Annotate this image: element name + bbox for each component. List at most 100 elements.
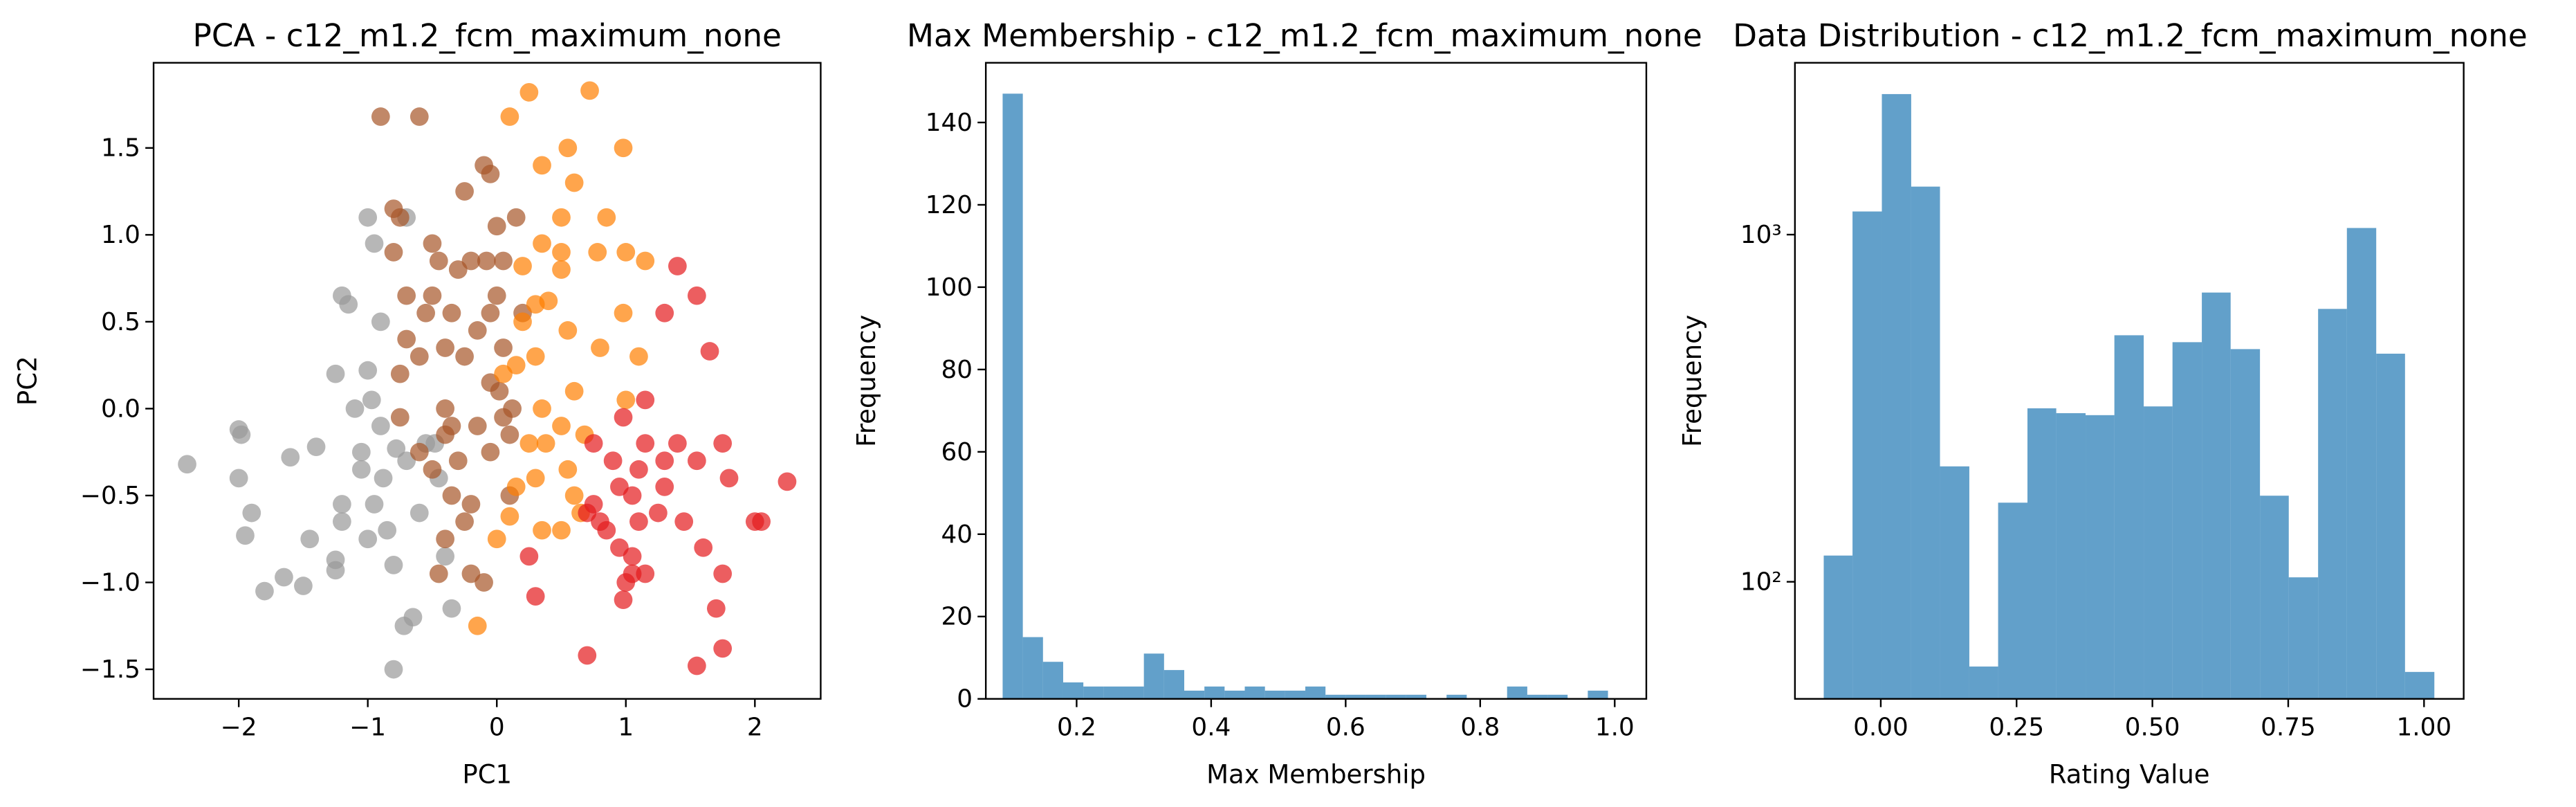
- y-tick-label: −1.5: [80, 655, 140, 684]
- chart-title: Max Membership - c12_m1.2_fcm_maximum_no…: [907, 17, 1702, 54]
- point: [694, 538, 713, 557]
- y-axis-label: Frequency: [1677, 315, 1707, 447]
- point: [442, 599, 461, 618]
- point: [423, 234, 442, 253]
- point: [629, 460, 648, 479]
- bar: [2027, 408, 2057, 699]
- bar: [1823, 555, 1853, 699]
- point: [519, 83, 539, 102]
- point: [687, 286, 706, 305]
- y-tick-label: −1.0: [80, 568, 140, 597]
- point: [351, 460, 371, 479]
- point: [629, 512, 648, 532]
- point: [700, 342, 719, 361]
- point: [506, 208, 526, 227]
- bar: [2318, 309, 2347, 699]
- bar: [1882, 93, 1911, 699]
- bar: [2404, 671, 2435, 699]
- bar: [1911, 186, 1940, 699]
- subplot: −2 −1 0 1 2 −1.5 −1.0 −0.5 0.0 0.5 1.0 1.5 PCA - c12…: [13, 17, 822, 790]
- point: [597, 208, 616, 227]
- point: [552, 520, 571, 540]
- bar: [1244, 686, 1265, 699]
- x-tick-label: 0.50: [2125, 713, 2180, 741]
- point: [300, 529, 320, 549]
- point: [423, 460, 442, 479]
- y-tick-label: 140: [926, 109, 973, 137]
- point: [580, 81, 599, 100]
- point: [655, 478, 674, 496]
- point: [623, 486, 642, 505]
- point: [461, 495, 481, 514]
- x-tick-label: −2: [221, 713, 257, 741]
- point: [687, 656, 706, 675]
- bar: [1588, 690, 1608, 699]
- point: [487, 286, 506, 305]
- subplot: 0.2 0.4 0.6 0.8 1.0 0 20 40 60 80 100 120 140 Max Mem…: [852, 17, 1702, 790]
- point: [636, 390, 655, 410]
- point: [591, 338, 609, 357]
- point: [468, 616, 487, 635]
- point: [481, 303, 500, 323]
- point: [552, 260, 571, 279]
- point: [578, 646, 597, 665]
- y-tick-label: 0.5: [101, 308, 140, 336]
- x-tick-label: 0: [489, 713, 505, 741]
- point: [623, 547, 642, 566]
- bar: [1940, 466, 1969, 699]
- point: [384, 660, 403, 679]
- point: [365, 234, 384, 253]
- point: [778, 472, 797, 491]
- x-axis-label: PC1: [462, 760, 512, 790]
- point: [591, 512, 609, 532]
- point: [481, 442, 500, 462]
- x-tick-label: −1: [349, 713, 386, 741]
- point: [371, 417, 390, 435]
- bar: [1285, 690, 1306, 699]
- y-tick-label: 40: [941, 520, 973, 549]
- point: [526, 469, 545, 488]
- point: [533, 156, 551, 175]
- point: [668, 434, 687, 453]
- x-tick-label: 0.6: [1326, 713, 1365, 741]
- bar: [1998, 502, 2027, 699]
- point: [636, 564, 655, 583]
- point: [455, 347, 474, 366]
- point: [345, 399, 365, 418]
- point: [636, 434, 655, 453]
- point: [442, 303, 461, 323]
- point: [506, 478, 526, 496]
- point: [436, 529, 454, 549]
- chart-title: PCA - c12_m1.2_fcm_maximum_none: [193, 17, 782, 54]
- point: [552, 208, 571, 227]
- point: [614, 303, 633, 323]
- plot-area: [178, 81, 797, 679]
- bar: [1852, 211, 1882, 699]
- point: [494, 251, 513, 271]
- point: [519, 434, 539, 453]
- point: [558, 460, 578, 479]
- point: [500, 425, 519, 444]
- point: [455, 512, 474, 532]
- bar: [1103, 686, 1124, 699]
- point: [410, 107, 429, 126]
- bar: [1547, 694, 1568, 699]
- bar: [1365, 694, 1386, 699]
- point: [390, 208, 410, 227]
- y-tick-label: 60: [941, 438, 973, 466]
- point: [513, 257, 532, 275]
- x-tick-label: 0.8: [1460, 713, 1500, 741]
- point: [526, 347, 545, 366]
- point: [306, 437, 326, 457]
- bar: [1204, 686, 1225, 699]
- point: [416, 303, 435, 323]
- point: [564, 173, 584, 192]
- bar: [1386, 694, 1406, 699]
- point: [649, 503, 668, 523]
- point: [255, 581, 274, 601]
- point: [564, 381, 584, 401]
- point: [384, 243, 403, 262]
- point: [351, 442, 371, 462]
- bar: [1123, 686, 1144, 699]
- point: [362, 390, 381, 410]
